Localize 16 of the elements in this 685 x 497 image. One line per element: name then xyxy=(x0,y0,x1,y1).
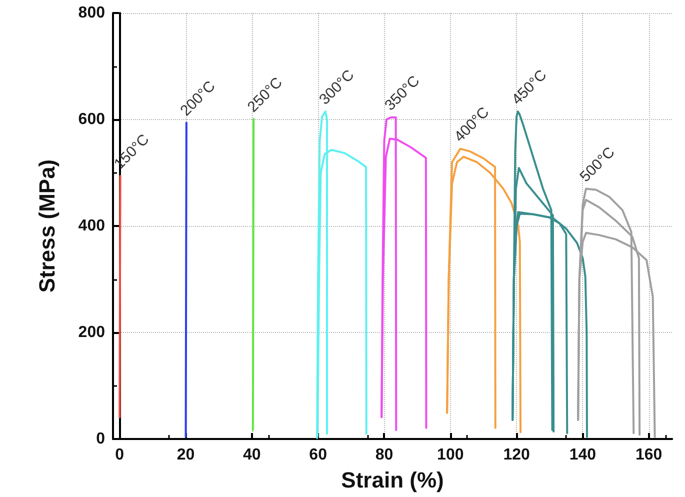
y-tick-label: 400 xyxy=(78,218,106,234)
x-tick-label: 40 xyxy=(243,446,261,464)
x-axis-title: Strain (%) xyxy=(341,468,444,492)
y-axis-title: Stress (MPa) xyxy=(34,159,60,293)
y-tick-label: 0 xyxy=(96,430,106,448)
x-tick-label: 100 xyxy=(437,446,464,464)
x-tick-label: 20 xyxy=(176,446,195,464)
y-tick-label: 200 xyxy=(78,324,106,341)
y-tick-label: 600 xyxy=(78,111,106,128)
x-tick-label: 160 xyxy=(635,446,662,464)
x-tick-label: 0 xyxy=(115,446,124,464)
x-tick-label: 120 xyxy=(503,446,530,464)
x-tick-label: 140 xyxy=(569,446,596,464)
x-tick-label: 80 xyxy=(375,446,394,464)
x-tick-label: 60 xyxy=(309,446,328,464)
y-tick-label: 800 xyxy=(78,4,106,22)
